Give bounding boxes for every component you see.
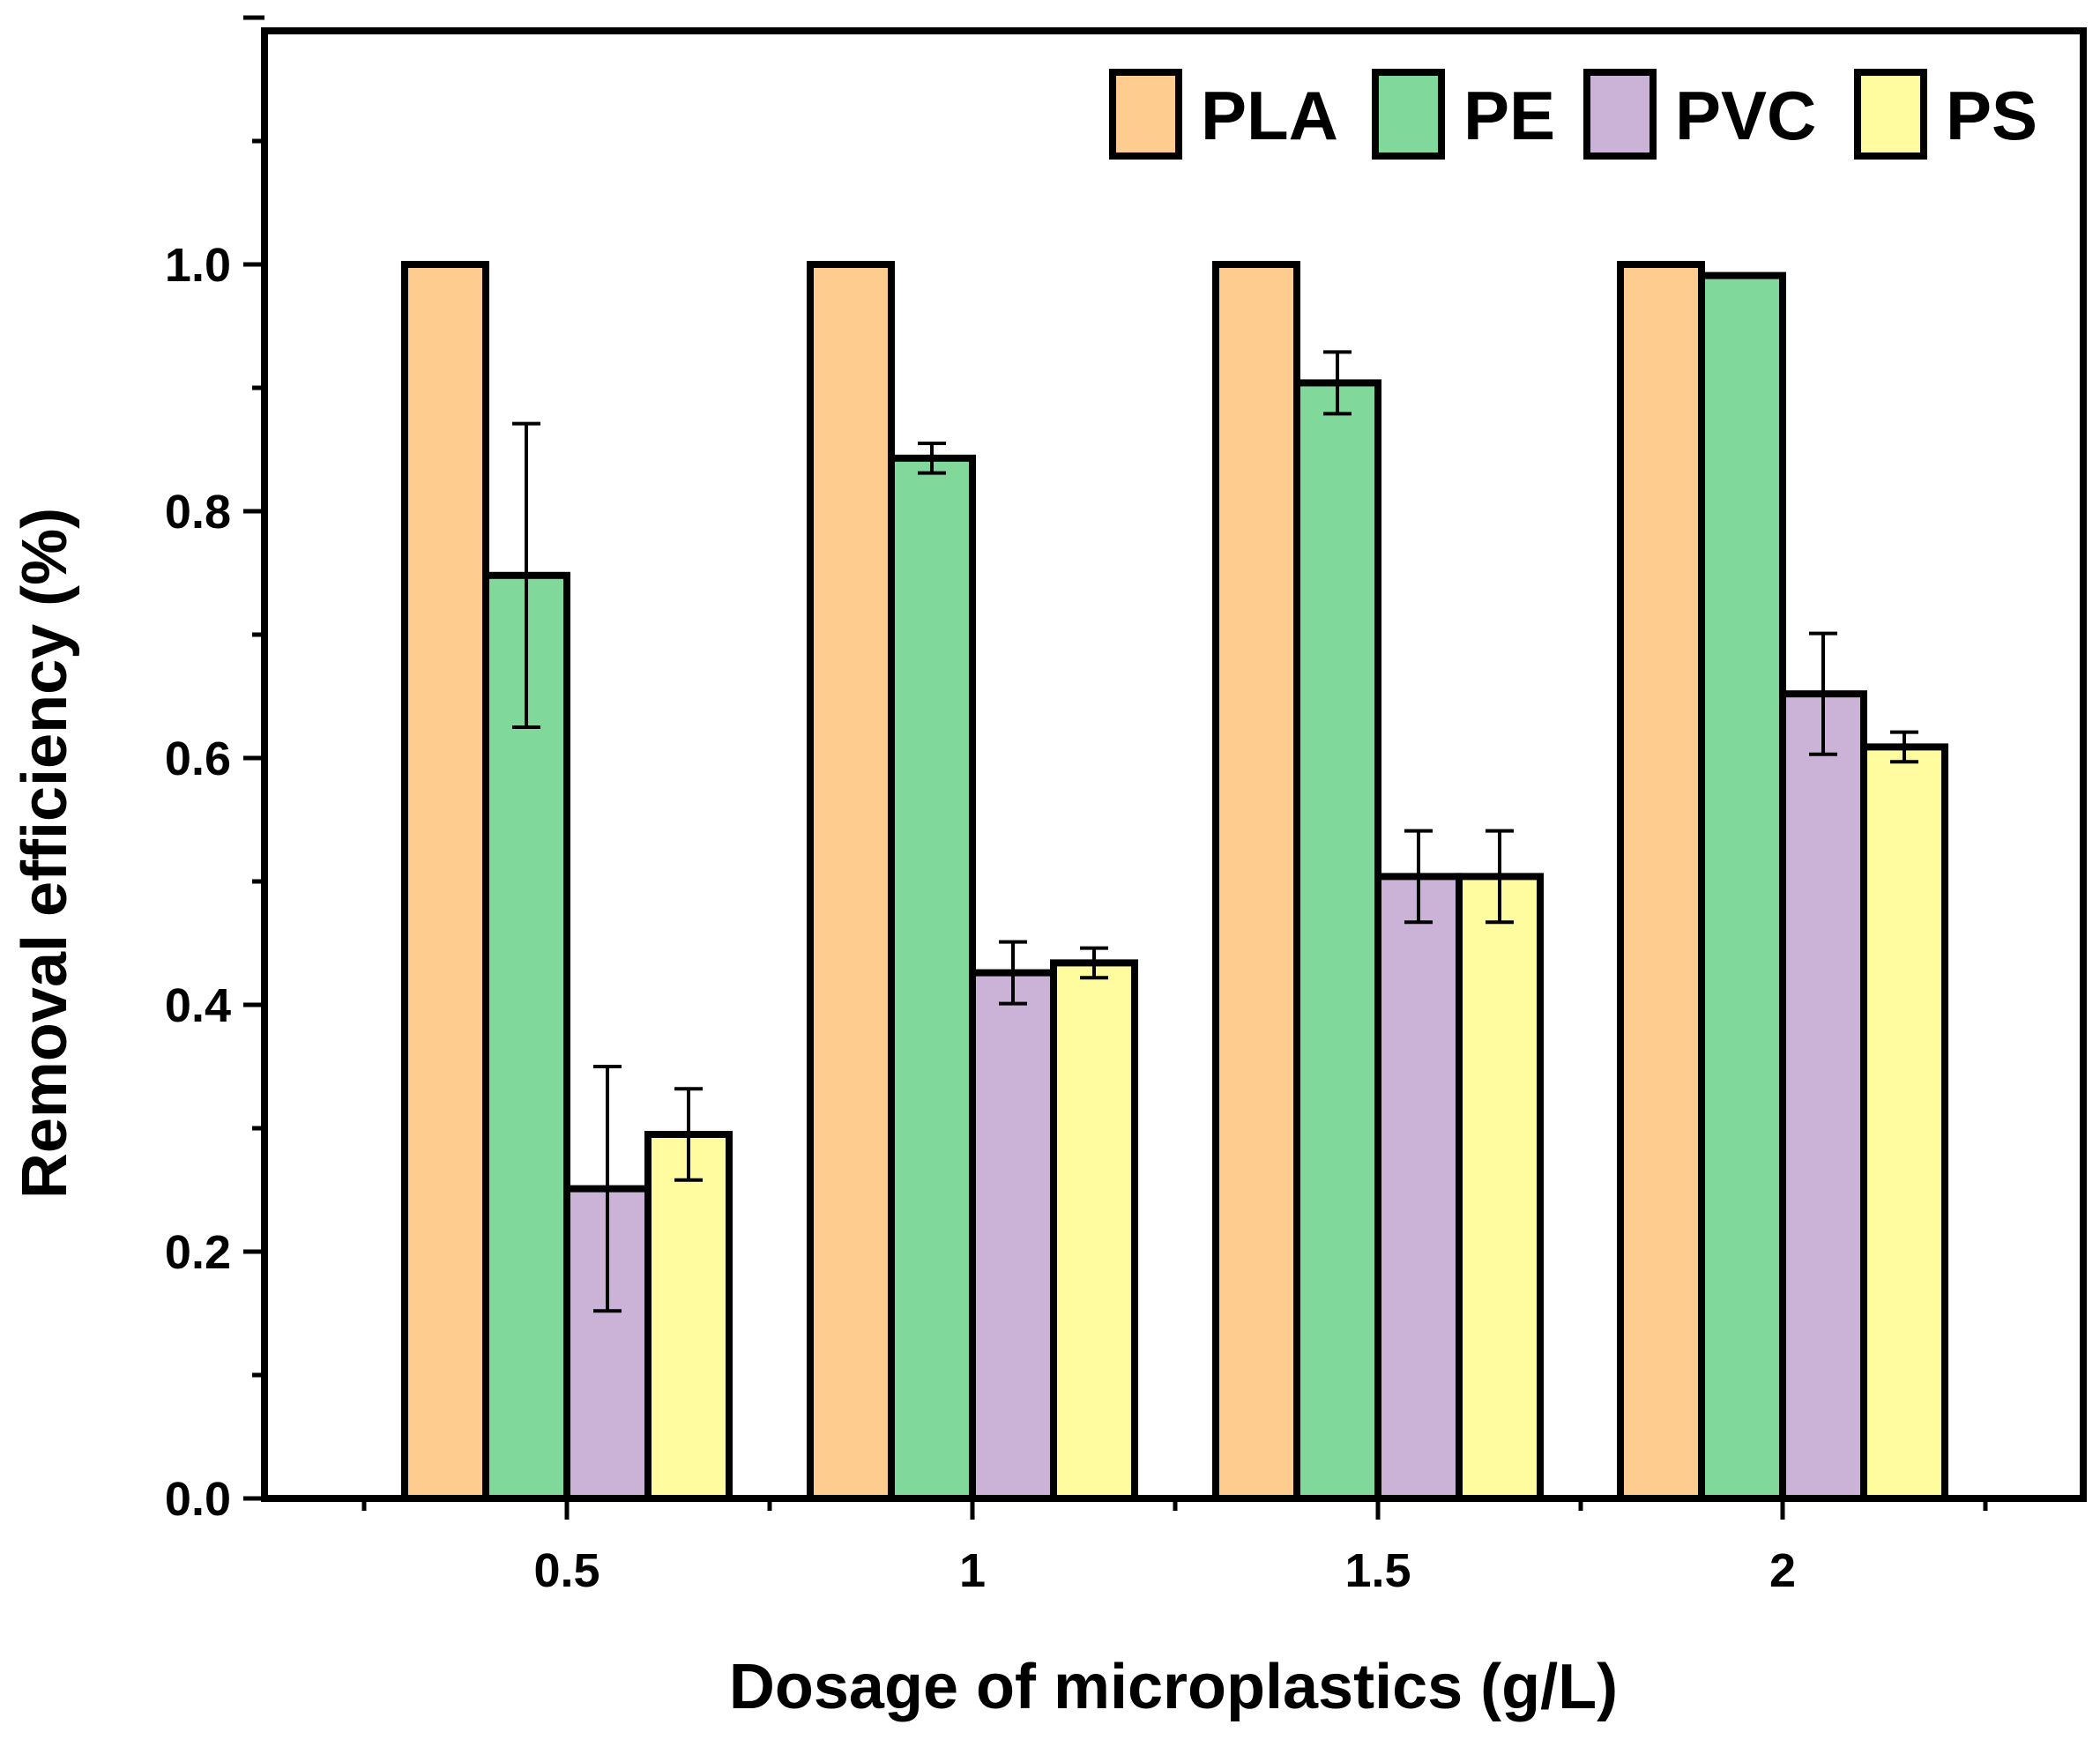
bar-ps-1 [1050, 959, 1138, 1502]
legend: PLA PE PVC PS [1109, 69, 2037, 160]
bar-pe-1.5 [1293, 379, 1381, 1502]
error-bar-pe-1.5 [1323, 350, 1352, 416]
x-tick-label: 1 [959, 1544, 986, 1597]
error-bar-pvc-1 [999, 940, 1027, 1006]
legend-label-pe: PE [1463, 77, 1555, 154]
y-tick-label: 0.6 [165, 732, 231, 785]
y-axis: 0.0 0.2 0.4 0.6 0.8 1.0 [165, 15, 264, 1526]
error-bars-layer [512, 350, 1918, 1313]
legend-label-pla: PLA [1201, 77, 1338, 154]
error-bar-pe-1 [918, 442, 946, 475]
error-bar-ps-0.5 [674, 1087, 703, 1182]
bar-pvc-1 [969, 969, 1057, 1502]
bar-pvc-2 [1779, 690, 1867, 1502]
legend-swatch-pe [1372, 69, 1445, 160]
x-tick-label: 1.5 [1344, 1544, 1411, 1597]
x-tick-label: 2 [1769, 1544, 1796, 1597]
x-axis: 0.5 1 1.5 2 [361, 1498, 1988, 1597]
legend-swatch-ps [1854, 69, 1927, 160]
bar-ps-0.5 [644, 1131, 733, 1502]
y-tick-label: 0.8 [165, 486, 231, 539]
bars-layer [401, 261, 1948, 1503]
x-axis-title: Dosage of microplastics (g/L) [729, 1652, 1618, 1722]
bar-pla-2 [1617, 261, 1705, 1502]
y-tick-label: 0.2 [165, 1226, 231, 1279]
legend-swatch-pvc [1583, 69, 1657, 160]
bar-pe-1 [888, 454, 976, 1502]
error-bar-pvc-0.5 [593, 1065, 622, 1313]
y-tick-label: 0.0 [165, 1473, 231, 1526]
error-bar-pvc-1.5 [1404, 829, 1433, 925]
y-tick-label: 0.4 [165, 979, 231, 1032]
legend-label-ps: PS [1946, 77, 2037, 154]
error-bar-pe-0.5 [512, 421, 540, 729]
bar-pla-1 [807, 261, 895, 1502]
error-bar-pvc-2 [1809, 631, 1837, 756]
legend-swatch-pla [1109, 69, 1182, 160]
bar-pla-1.5 [1212, 261, 1300, 1502]
y-axis-title: Removal efficiency (%) [10, 508, 80, 1199]
y-tick-label: 1.0 [165, 239, 231, 292]
error-bar-ps-2 [1890, 730, 1918, 764]
bar-pvc-1.5 [1374, 873, 1463, 1502]
bar-pla-0.5 [401, 261, 489, 1502]
x-tick-label: 0.5 [533, 1544, 599, 1597]
bar-pe-2 [1698, 271, 1786, 1503]
error-bar-ps-1.5 [1486, 829, 1514, 925]
bar-ps-2 [1860, 743, 1948, 1502]
legend-label-pvc: PVC [1675, 77, 1816, 154]
bar-ps-1.5 [1456, 873, 1544, 1502]
error-bar-ps-1 [1080, 946, 1108, 980]
